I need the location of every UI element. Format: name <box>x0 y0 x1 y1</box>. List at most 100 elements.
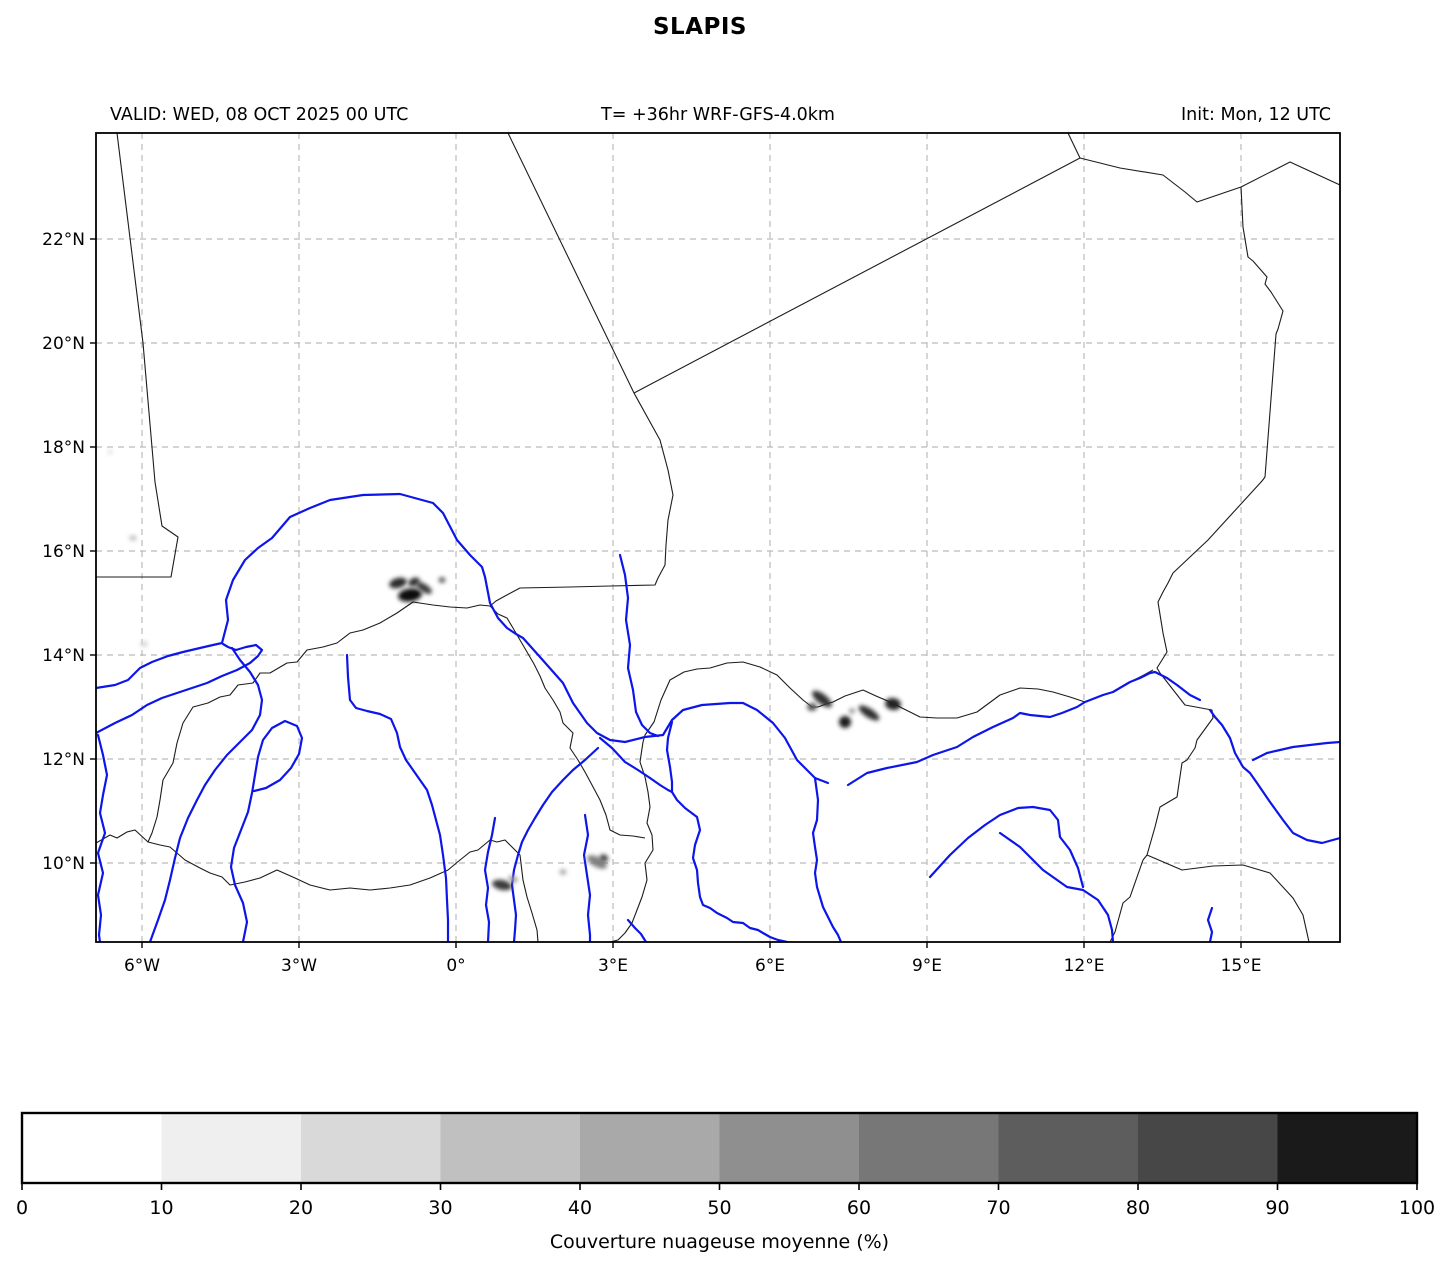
river-line <box>229 719 304 942</box>
axis-tick-labels: 6°W 3°W 0° 3°E 6°E 9°E 12°E 15°E 22°N 20°N 18°N 16°… <box>42 230 1261 976</box>
country-border-line <box>609 734 654 942</box>
colorbar-segment <box>998 1113 1139 1183</box>
colorbar-tick-label: 50 <box>707 1197 731 1219</box>
river-line <box>1206 906 1214 942</box>
cloud-blob <box>807 703 817 711</box>
colorbar-tick-label: 70 <box>986 1197 1010 1219</box>
colorbar-tick-label: 80 <box>1126 1197 1150 1219</box>
cloud-blob <box>508 875 518 883</box>
cloud-blob <box>587 855 607 869</box>
river-line <box>1208 708 1340 845</box>
cloud-blob <box>398 588 422 602</box>
cloud-cover-blobs <box>107 449 901 891</box>
cloud-blob <box>559 869 567 875</box>
river-line <box>626 918 648 942</box>
lat-tick-label: 18°N <box>42 438 85 458</box>
lat-tick-label: 22°N <box>42 230 85 250</box>
colorbar-segment <box>440 1113 581 1183</box>
colorbar-segment <box>580 1113 720 1183</box>
country-border-line <box>96 829 521 891</box>
cloud-blob <box>438 577 446 583</box>
colorbar-tick-label: 90 <box>1265 1197 1289 1219</box>
colorbar-tick-label: 30 <box>428 1197 452 1219</box>
cloud-blob <box>858 705 880 721</box>
colorbar-segment <box>719 1113 860 1183</box>
colorbar-tick-label: 100 <box>1399 1197 1435 1219</box>
colorbar-segment <box>301 1113 441 1183</box>
colorbar-segment <box>1138 1113 1278 1183</box>
colorbar-segment <box>859 1113 999 1183</box>
country-border-line <box>519 854 539 942</box>
colorbar-segment <box>161 1113 302 1183</box>
river-line <box>510 746 600 942</box>
map-frame <box>95 132 1341 943</box>
init-time-label: Init: Mon, 12 UTC <box>1181 105 1331 125</box>
lon-tick-label: 12°E <box>1064 956 1105 976</box>
lat-tick-label: 10°N <box>42 854 85 874</box>
river-line <box>582 813 592 942</box>
lat-tick-label: 12°N <box>42 750 85 770</box>
colorbar-tick-label: 0 <box>16 1197 28 1219</box>
colorbar-tick-label: 60 <box>847 1197 871 1219</box>
country-border-line <box>96 133 179 578</box>
grid-lines <box>96 133 1340 942</box>
river-line <box>618 553 660 738</box>
lat-tick-label: 20°N <box>42 334 85 354</box>
river-line <box>811 776 843 942</box>
country-border-line <box>1079 157 1340 203</box>
cloud-blob <box>107 449 113 455</box>
country-border-line <box>1146 854 1310 942</box>
country-borders <box>96 133 1340 942</box>
cloud-blob <box>389 577 407 589</box>
lon-tick-label: 9°E <box>912 956 942 976</box>
country-border-line <box>489 392 674 607</box>
colorbar: 0 10 20 30 40 50 60 70 80 90 100 Couverture nuageus… <box>16 1111 1435 1253</box>
axis-ticks <box>90 238 1242 948</box>
country-border-line <box>147 601 646 843</box>
model-run-label: T= +36hr WRF-GFS-4.0km <box>601 105 835 125</box>
cloud-blob <box>129 535 137 541</box>
colorbar-segment <box>22 1113 162 1183</box>
lon-tick-label: 0° <box>446 956 465 976</box>
colorbar-tick-label: 40 <box>568 1197 592 1219</box>
lon-tick-label: 6°E <box>755 956 785 976</box>
lon-tick-label: 3°W <box>281 956 317 976</box>
colorbar-axis-label: Couverture nuageuse moyenne (%) <box>550 1231 889 1253</box>
cloud-blob <box>849 708 855 714</box>
river-line <box>345 653 450 942</box>
colorbar-segment <box>1277 1113 1418 1183</box>
cloud-blob <box>408 577 420 587</box>
river-line <box>998 831 1115 942</box>
river-line <box>96 642 264 735</box>
cloud-blob <box>885 697 901 711</box>
colorbar-tick-label: 20 <box>289 1197 313 1219</box>
country-border-line <box>1067 133 1081 159</box>
lat-tick-label: 16°N <box>42 542 85 562</box>
river-line <box>96 733 109 942</box>
plot-title: SLAPIS <box>652 14 747 40</box>
valid-time-label: VALID: WED, 08 OCT 2025 00 UTC <box>110 105 409 125</box>
cloud-blob <box>812 690 832 708</box>
river-line <box>483 816 497 942</box>
lon-tick-label: 6°W <box>124 956 160 976</box>
country-border-line <box>1109 186 1284 942</box>
colorbar-tick-label: 10 <box>149 1197 173 1219</box>
lon-tick-label: 15°E <box>1221 956 1262 976</box>
cloud-blob <box>599 854 609 862</box>
cloud-blob <box>492 879 512 891</box>
river-line <box>598 736 674 794</box>
rivers <box>96 492 1340 942</box>
river-line <box>665 720 789 942</box>
river-line <box>96 492 830 785</box>
lat-tick-label: 14°N <box>42 646 85 666</box>
country-border-line <box>644 661 1154 736</box>
river-line <box>148 646 264 942</box>
country-border-line <box>507 133 1081 394</box>
lon-tick-label: 3°E <box>598 956 628 976</box>
cloud-blob <box>140 641 148 647</box>
cloud-blob <box>839 716 851 728</box>
river-line <box>928 805 1085 889</box>
river-line <box>846 670 1202 787</box>
